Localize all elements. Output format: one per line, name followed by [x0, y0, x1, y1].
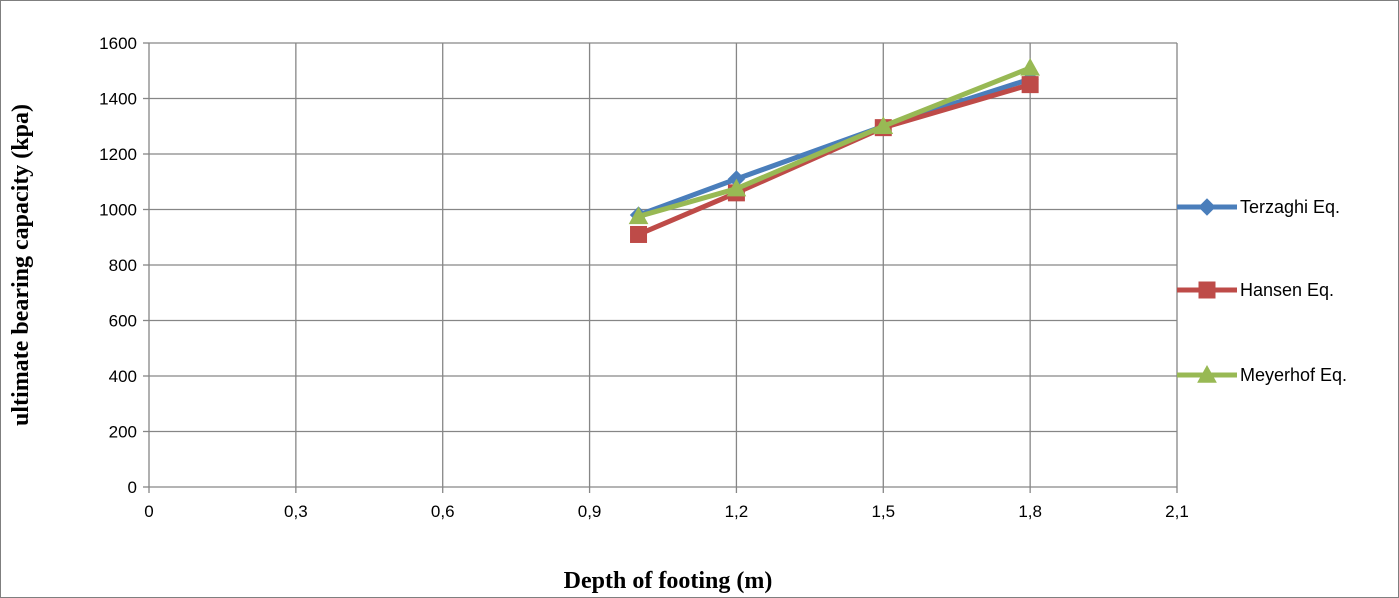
legend-marker	[1198, 281, 1216, 299]
data-point	[726, 178, 747, 197]
x-tick-label: 1,5	[871, 502, 895, 521]
y-tick-label: 800	[109, 256, 137, 275]
legend-label: Terzaghi Eq.	[1240, 197, 1340, 217]
x-tick-label: 1,2	[725, 502, 749, 521]
grid	[149, 42, 1178, 487]
series-line	[637, 82, 1031, 237]
series-line	[637, 76, 1031, 218]
data-point	[1020, 57, 1040, 76]
y-tick-label: 1200	[99, 145, 137, 164]
y-tick-label: 1400	[99, 90, 137, 109]
data-point	[630, 225, 648, 243]
x-tick-label: 0,9	[578, 502, 602, 521]
legend-marker	[1198, 198, 1216, 216]
legend-label: Meyerhof Eq.	[1240, 365, 1347, 385]
x-tick-labels: 0 0,3 0,6 0,9 1,2 1,5 1,8 2,1	[144, 502, 1189, 521]
x-tick-label: 0	[144, 502, 153, 521]
legend: Terzaghi Eq. Hansen Eq. Meyerhof Eq.	[1177, 197, 1347, 385]
axes	[143, 42, 1178, 493]
y-tick-label: 600	[109, 312, 137, 331]
series-meyerhof-eq	[628, 57, 1040, 225]
y-tick-label: 1600	[99, 34, 137, 53]
x-tick-label: 1,8	[1018, 502, 1042, 521]
y-tick-label: 400	[109, 367, 137, 386]
x-tick-label: 0,3	[284, 502, 308, 521]
x-tick-label: 0,6	[431, 502, 455, 521]
data-point	[628, 206, 649, 225]
y-tick-label: 1000	[99, 201, 137, 220]
legend-label: Hansen Eq.	[1240, 280, 1334, 300]
series-hansen-eq	[630, 76, 1039, 243]
legend-item: Terzaghi Eq.	[1177, 197, 1340, 217]
series-layer	[628, 57, 1040, 243]
y-tick-labels: 0 200 400 600 800 1000 1200 1400 1600	[99, 34, 137, 497]
data-point	[1021, 76, 1039, 94]
y-tick-label: 0	[128, 478, 137, 497]
x-tick-label: 2,1	[1165, 502, 1189, 521]
legend-marker	[1197, 364, 1217, 383]
y-axis-title: ultimate bearing capacity (kpa)	[8, 104, 34, 426]
legend-item: Hansen Eq.	[1177, 280, 1334, 300]
y-tick-label: 200	[109, 423, 137, 442]
series-line	[637, 65, 1032, 219]
legend-item: Meyerhof Eq.	[1177, 364, 1347, 385]
x-axis-title: Depth of footing (m)	[564, 568, 773, 594]
data-point	[873, 116, 894, 134]
